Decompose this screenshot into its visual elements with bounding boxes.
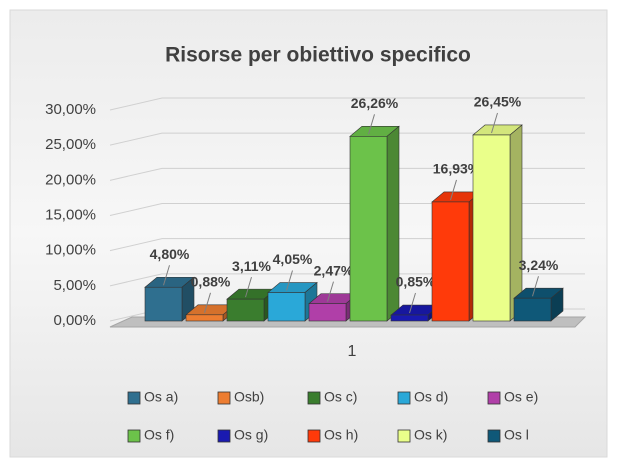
legend-label: Os d)	[414, 389, 448, 405]
x-tick-label: 1	[348, 343, 357, 360]
legend-swatch	[127, 429, 141, 443]
bar	[144, 286, 183, 322]
bar	[431, 201, 470, 322]
bar	[513, 297, 552, 322]
legend-swatch	[307, 391, 321, 405]
leader-line	[532, 276, 539, 297]
y-tick-label: 5,00%	[53, 277, 96, 294]
y-tick-label: 10,00%	[45, 242, 96, 259]
grid-line	[109, 167, 585, 181]
y-tick-label: 25,00%	[45, 136, 96, 153]
y-tick-label: 30,00%	[45, 101, 96, 118]
bar-side	[509, 124, 523, 322]
y-tick-label: 15,00%	[45, 206, 96, 223]
legend-swatch	[127, 391, 141, 405]
legend-label: Os f)	[144, 427, 174, 443]
leader-line	[409, 292, 416, 314]
leader-line	[491, 112, 498, 134]
y-tick-label: 20,00%	[45, 171, 96, 188]
data-label: 3,24%	[519, 257, 559, 273]
data-label: 26,26%	[351, 95, 399, 111]
legend-label: Os k)	[414, 427, 447, 443]
bar	[226, 298, 265, 322]
leader-line	[204, 292, 211, 313]
leader-line	[368, 114, 375, 135]
legend-label: Os l	[504, 427, 529, 443]
bar	[185, 314, 224, 322]
legend-swatch	[397, 429, 411, 443]
legend-label: Os a)	[144, 389, 178, 405]
grid-line	[109, 97, 585, 111]
legend-label: Osb)	[234, 389, 264, 405]
bar	[308, 303, 347, 322]
data-label: 0,88%	[191, 274, 231, 290]
bar	[472, 134, 511, 322]
legend-swatch	[217, 429, 231, 443]
leader-line	[245, 276, 252, 298]
legend-label: Os g)	[234, 427, 268, 443]
legend-swatch	[487, 391, 501, 405]
legend-swatch	[217, 391, 231, 405]
legend-swatch	[307, 429, 321, 443]
data-label: 3,11%	[232, 258, 271, 274]
leader-line	[286, 270, 293, 291]
legend-label: Os h)	[324, 427, 358, 443]
data-label: 26,45%	[474, 94, 522, 110]
bar-side	[386, 125, 400, 322]
data-label: 2,47%	[314, 262, 354, 278]
bar	[390, 314, 429, 322]
data-label: 0,85%	[396, 274, 436, 290]
legend-swatch	[397, 391, 411, 405]
chart-title: Risorse per obiettivo specifico	[165, 44, 471, 67]
data-label: 4,05%	[273, 251, 313, 267]
y-tick-label: 0,00%	[53, 312, 96, 329]
legend-swatch	[487, 429, 501, 443]
leader-line	[450, 179, 457, 201]
data-label: 4,80%	[150, 246, 190, 262]
bar	[267, 292, 306, 322]
data-label: 16,93%	[433, 161, 481, 177]
leader-line	[163, 265, 170, 286]
legend-label: Os c)	[324, 389, 357, 405]
grid-line	[109, 132, 585, 146]
bar	[349, 136, 388, 322]
leader-line	[327, 281, 334, 302]
legend-label: Os e)	[504, 389, 538, 405]
